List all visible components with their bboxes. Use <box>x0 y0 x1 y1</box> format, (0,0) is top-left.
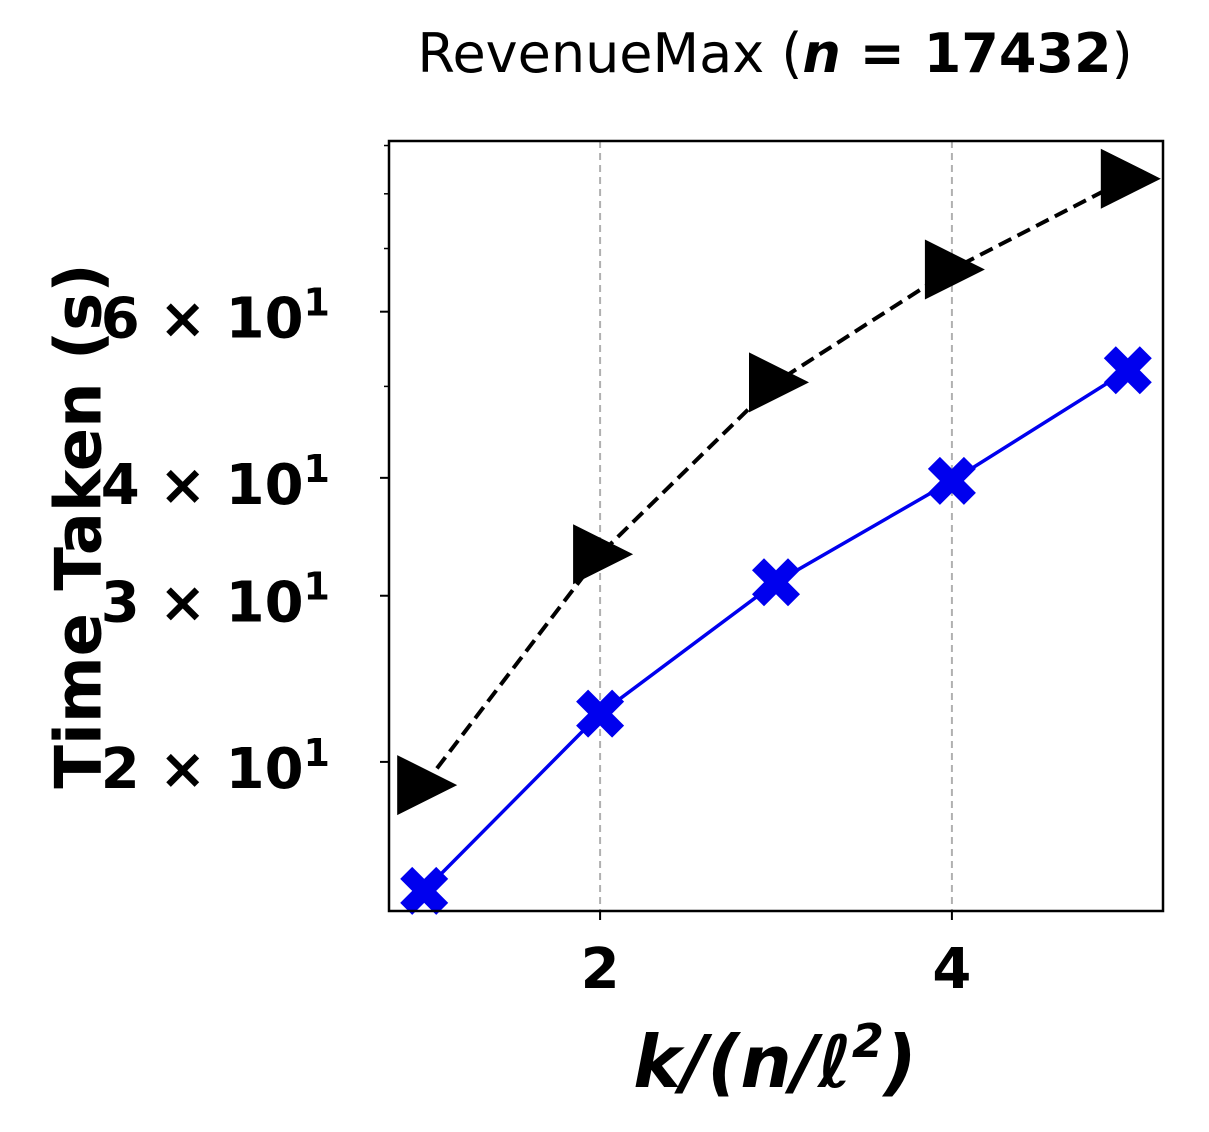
grid-layer <box>599 141 953 911</box>
axes-layer: 2 4 2 × 101 3 × 101 4 × 101 6 × 101 <box>101 139 1165 1002</box>
data-point <box>924 239 985 300</box>
data-point <box>752 558 800 607</box>
series-layer <box>397 148 1161 915</box>
x-label-k: k <box>633 1020 685 1104</box>
data-point <box>576 689 625 738</box>
x-tick-label: 2 <box>581 937 620 1002</box>
series-line <box>422 368 1129 893</box>
x-label-slash: / <box>785 1020 824 1104</box>
data-point <box>1103 346 1152 395</box>
y-tick-label: 4 × 101 <box>101 447 330 518</box>
data-point <box>400 866 449 915</box>
title-prefix: RevenueMax ( <box>417 22 802 85</box>
x-label-exp: 2 <box>852 1014 884 1068</box>
x-label-n: n <box>740 1020 791 1104</box>
data-point <box>397 755 458 816</box>
x-label-open: /( <box>674 1020 741 1104</box>
y-tick-label: 3 × 101 <box>101 565 330 636</box>
title-suffix: ) <box>1112 22 1133 85</box>
y-tick-label: 2 × 101 <box>101 731 330 802</box>
data-point <box>749 352 809 413</box>
x-axis-label: k/(n/ℓ2) <box>633 1014 917 1104</box>
plot-frame <box>387 139 1165 913</box>
data-point <box>1100 148 1161 209</box>
y-tick-label: 6 × 101 <box>101 281 330 352</box>
x-tick-label: 4 <box>932 937 971 1002</box>
series-line <box>422 176 1129 787</box>
title-equation: = 17432 <box>841 22 1112 85</box>
data-point <box>927 456 976 505</box>
x-label-ell: ℓ <box>817 1020 852 1104</box>
y-axis-label: Time Taken (s) <box>43 263 117 788</box>
title-variable: n <box>802 22 840 85</box>
data-point <box>573 524 634 585</box>
chart-title: RevenueMax (n = 17432) <box>417 22 1132 85</box>
x-label-close: ) <box>882 1020 917 1104</box>
